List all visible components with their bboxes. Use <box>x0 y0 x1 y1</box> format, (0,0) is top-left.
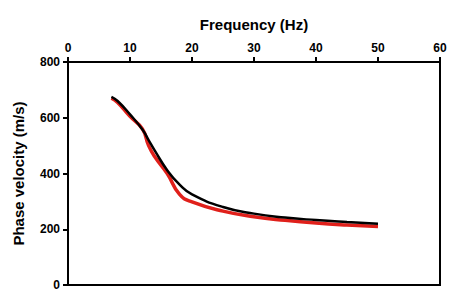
svg-text:10: 10 <box>123 41 137 55</box>
svg-text:50: 50 <box>371 41 385 55</box>
svg-text:800: 800 <box>40 55 60 69</box>
svg-text:600: 600 <box>40 111 60 125</box>
svg-text:400: 400 <box>40 167 60 181</box>
svg-text:30: 30 <box>247 41 261 55</box>
svg-text:40: 40 <box>309 41 323 55</box>
svg-text:0: 0 <box>53 278 60 292</box>
svg-text:20: 20 <box>185 41 199 55</box>
svg-text:0: 0 <box>65 41 72 55</box>
svg-text:Frequency (Hz): Frequency (Hz) <box>200 16 308 33</box>
svg-text:Phase velocity (m/s): Phase velocity (m/s) <box>10 101 27 245</box>
svg-text:60: 60 <box>433 41 447 55</box>
svg-text:200: 200 <box>40 222 60 236</box>
